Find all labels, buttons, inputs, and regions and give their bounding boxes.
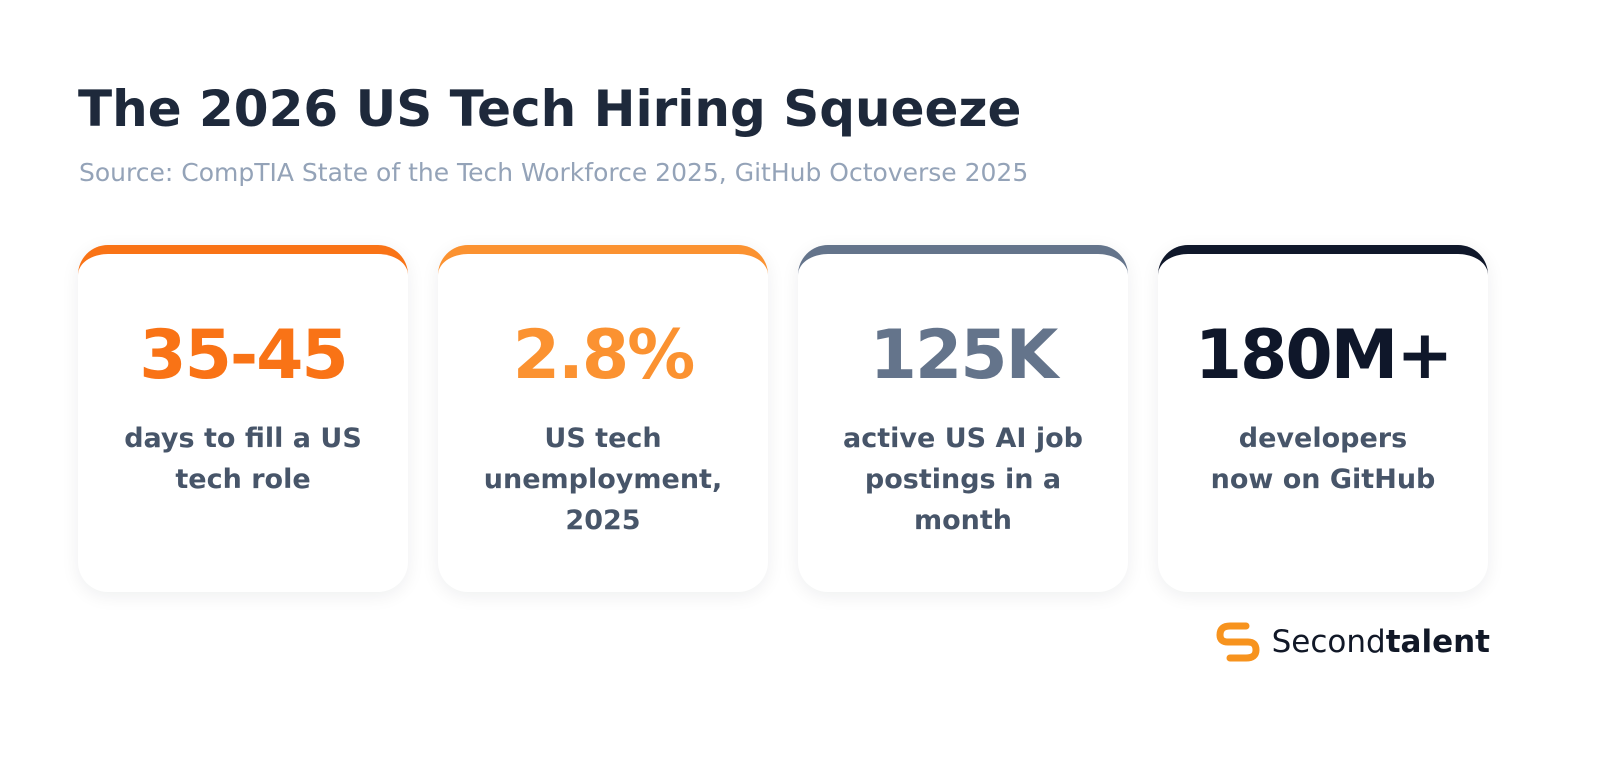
stat-value: 35-45 xyxy=(139,316,348,395)
stat-card: 35-45 days to fill a US tech role xyxy=(78,245,408,592)
logo-text: Secondtalent xyxy=(1272,624,1490,660)
stat-card: 2.8% US tech unemployment, 2025 xyxy=(438,245,768,592)
logo-regular: Second xyxy=(1271,624,1386,660)
logo-bold: talent xyxy=(1385,624,1490,660)
source: Source: CompTIA State of the Tech Workfo… xyxy=(79,158,1029,187)
stat-label: developers now on GitHub xyxy=(1210,423,1436,495)
stat-value: 180M+ xyxy=(1194,316,1454,395)
logo: Secondtalent xyxy=(1216,620,1490,664)
stat-card: 125K active US AI job postings in a month xyxy=(798,245,1128,592)
stat-label: US tech unemployment, 2025 xyxy=(483,423,723,536)
stat-card: 180M+ developers now on GitHub xyxy=(1158,245,1488,592)
stat-value: 125K xyxy=(869,316,1059,395)
logo-icon xyxy=(1216,622,1260,662)
stat-label: days to fill a US tech role xyxy=(124,423,362,495)
stat-value: 2.8% xyxy=(512,316,696,395)
stat-label: active US AI job postings in a month xyxy=(843,423,1083,536)
card-row: 35-45 days to fill a US tech role 2.8% US … xyxy=(78,245,1488,592)
title: The 2026 US Tech Hiring Squeeze xyxy=(78,80,1022,138)
